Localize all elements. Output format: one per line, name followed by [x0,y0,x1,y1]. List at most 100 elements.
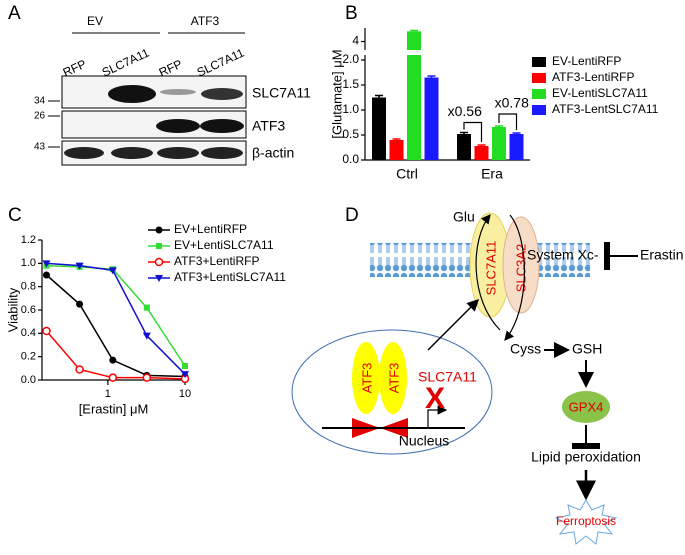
x-tick-label: 1 [105,388,111,400]
y-tick-label: 4 [352,34,359,48]
x-tick-label: 10 [179,388,191,400]
y-axis-label: [Glutamate] μM [329,49,344,138]
outcome: Ferroptosis [556,514,616,528]
nucleus-label: Nucleus [399,433,450,449]
legend-label: ATF3+LentiRFP [174,254,259,268]
legend-label: ATF3-LentSLC7A11 [552,102,659,116]
legend-marker [156,243,162,249]
annotation: x0.56 [448,103,482,119]
error-bar [477,144,486,146]
panel-label: B [345,3,358,24]
x-tick-label: Era [481,166,503,182]
promoter-arrow [427,405,448,428]
marker [108,373,118,382]
starburst [554,499,618,545]
band [201,147,243,159]
legend-label: EV-LentiSLC7A11 [552,86,648,100]
lane-label: SLC7A11 [100,45,152,79]
marker [143,304,150,311]
protein-label: ATF3 [252,118,285,134]
band [108,85,156,103]
tf-label: ATF3 [386,363,401,394]
annotation: x0.78 [495,95,529,111]
series-line [46,262,186,375]
legend-swatch [532,105,546,115]
mw-marker: 43 [34,142,46,153]
legend-marker [155,275,163,282]
mw-marker: 26 [34,111,46,122]
bar [457,134,471,160]
band [64,147,104,159]
repression-x: X [425,382,445,415]
y-tick-label: 0.6 [21,304,36,316]
y-tick-label: 0.0 [342,152,359,166]
group-label: ATF3 [191,14,220,28]
bar [474,146,489,160]
tf-label: ATF3 [359,363,374,394]
marker [142,332,151,340]
band [156,119,200,133]
marker [182,363,188,369]
diagram: SLC7A11 SLC3A2 Glu System Xc- Erastin Cy… [291,209,684,545]
y-tick-label: 0.0 [21,374,36,386]
marker [142,373,152,382]
metabolite: GSH [572,341,602,357]
enzyme-label: GPX4 [569,399,604,414]
gene-label: SLC7A11 [418,369,477,385]
legend-label: EV+LentiSLC7A11 [174,238,274,252]
y-tick-label: 0.4 [21,327,36,339]
label: Lipid peroxidation [531,449,641,465]
legend-swatch [532,57,546,67]
legend-label: ATF3-LentiRFP [552,70,634,84]
enzyme [562,391,610,423]
protein-label: SLC7A11 [252,85,311,101]
arrow [504,214,525,341]
y-tick-label: 1.2 [21,234,36,246]
legend-swatch [532,73,546,83]
lane-label: SLC7A11 [195,45,247,79]
y-axis-label: Viability [5,287,20,332]
marker [42,271,50,279]
error-bar [427,75,436,78]
bar [492,127,506,160]
y-tick-label: 1.0 [342,102,359,116]
error-bar [375,94,383,98]
y-tick-label: 1.5 [342,77,359,91]
marker [42,260,51,268]
band [200,119,244,133]
band [111,147,153,159]
legend-label: ATF3+LentiSLC7A11 [174,270,286,284]
metabolite: Glu [453,209,475,225]
arrow [427,298,480,351]
error-bar [460,131,468,134]
band [160,89,196,95]
bracket [463,121,483,142]
error-bar [410,29,418,32]
legend-label: EV+LentiRFP [174,222,247,236]
band [201,88,243,100]
panel-label: C [8,205,22,226]
error-bar [512,132,521,134]
protein-label: β-actin [252,145,294,161]
bar [509,134,524,160]
marker [76,300,84,308]
bar [424,77,439,160]
legend-label: EV-LentiRFP [552,54,621,68]
blot: EV ATF3 RFP SLC7A11 RFP SLC7A11 34 26 43… [34,14,311,166]
y-tick-label: 2.0 [342,52,359,66]
bar [372,97,386,160]
bar [389,140,404,160]
legend-marker [155,226,163,234]
x-axis-label: [Erastin] μM [79,401,149,416]
error-bar [392,138,401,140]
drug: Erastin [640,247,684,263]
x-tick-label: Ctrl [396,166,418,182]
legend-marker [154,257,164,267]
tf [352,342,380,414]
mw-marker: 34 [34,96,46,107]
series-line [46,264,186,367]
panel-label: D [345,205,359,226]
marker [75,262,84,270]
marker [42,326,51,336]
